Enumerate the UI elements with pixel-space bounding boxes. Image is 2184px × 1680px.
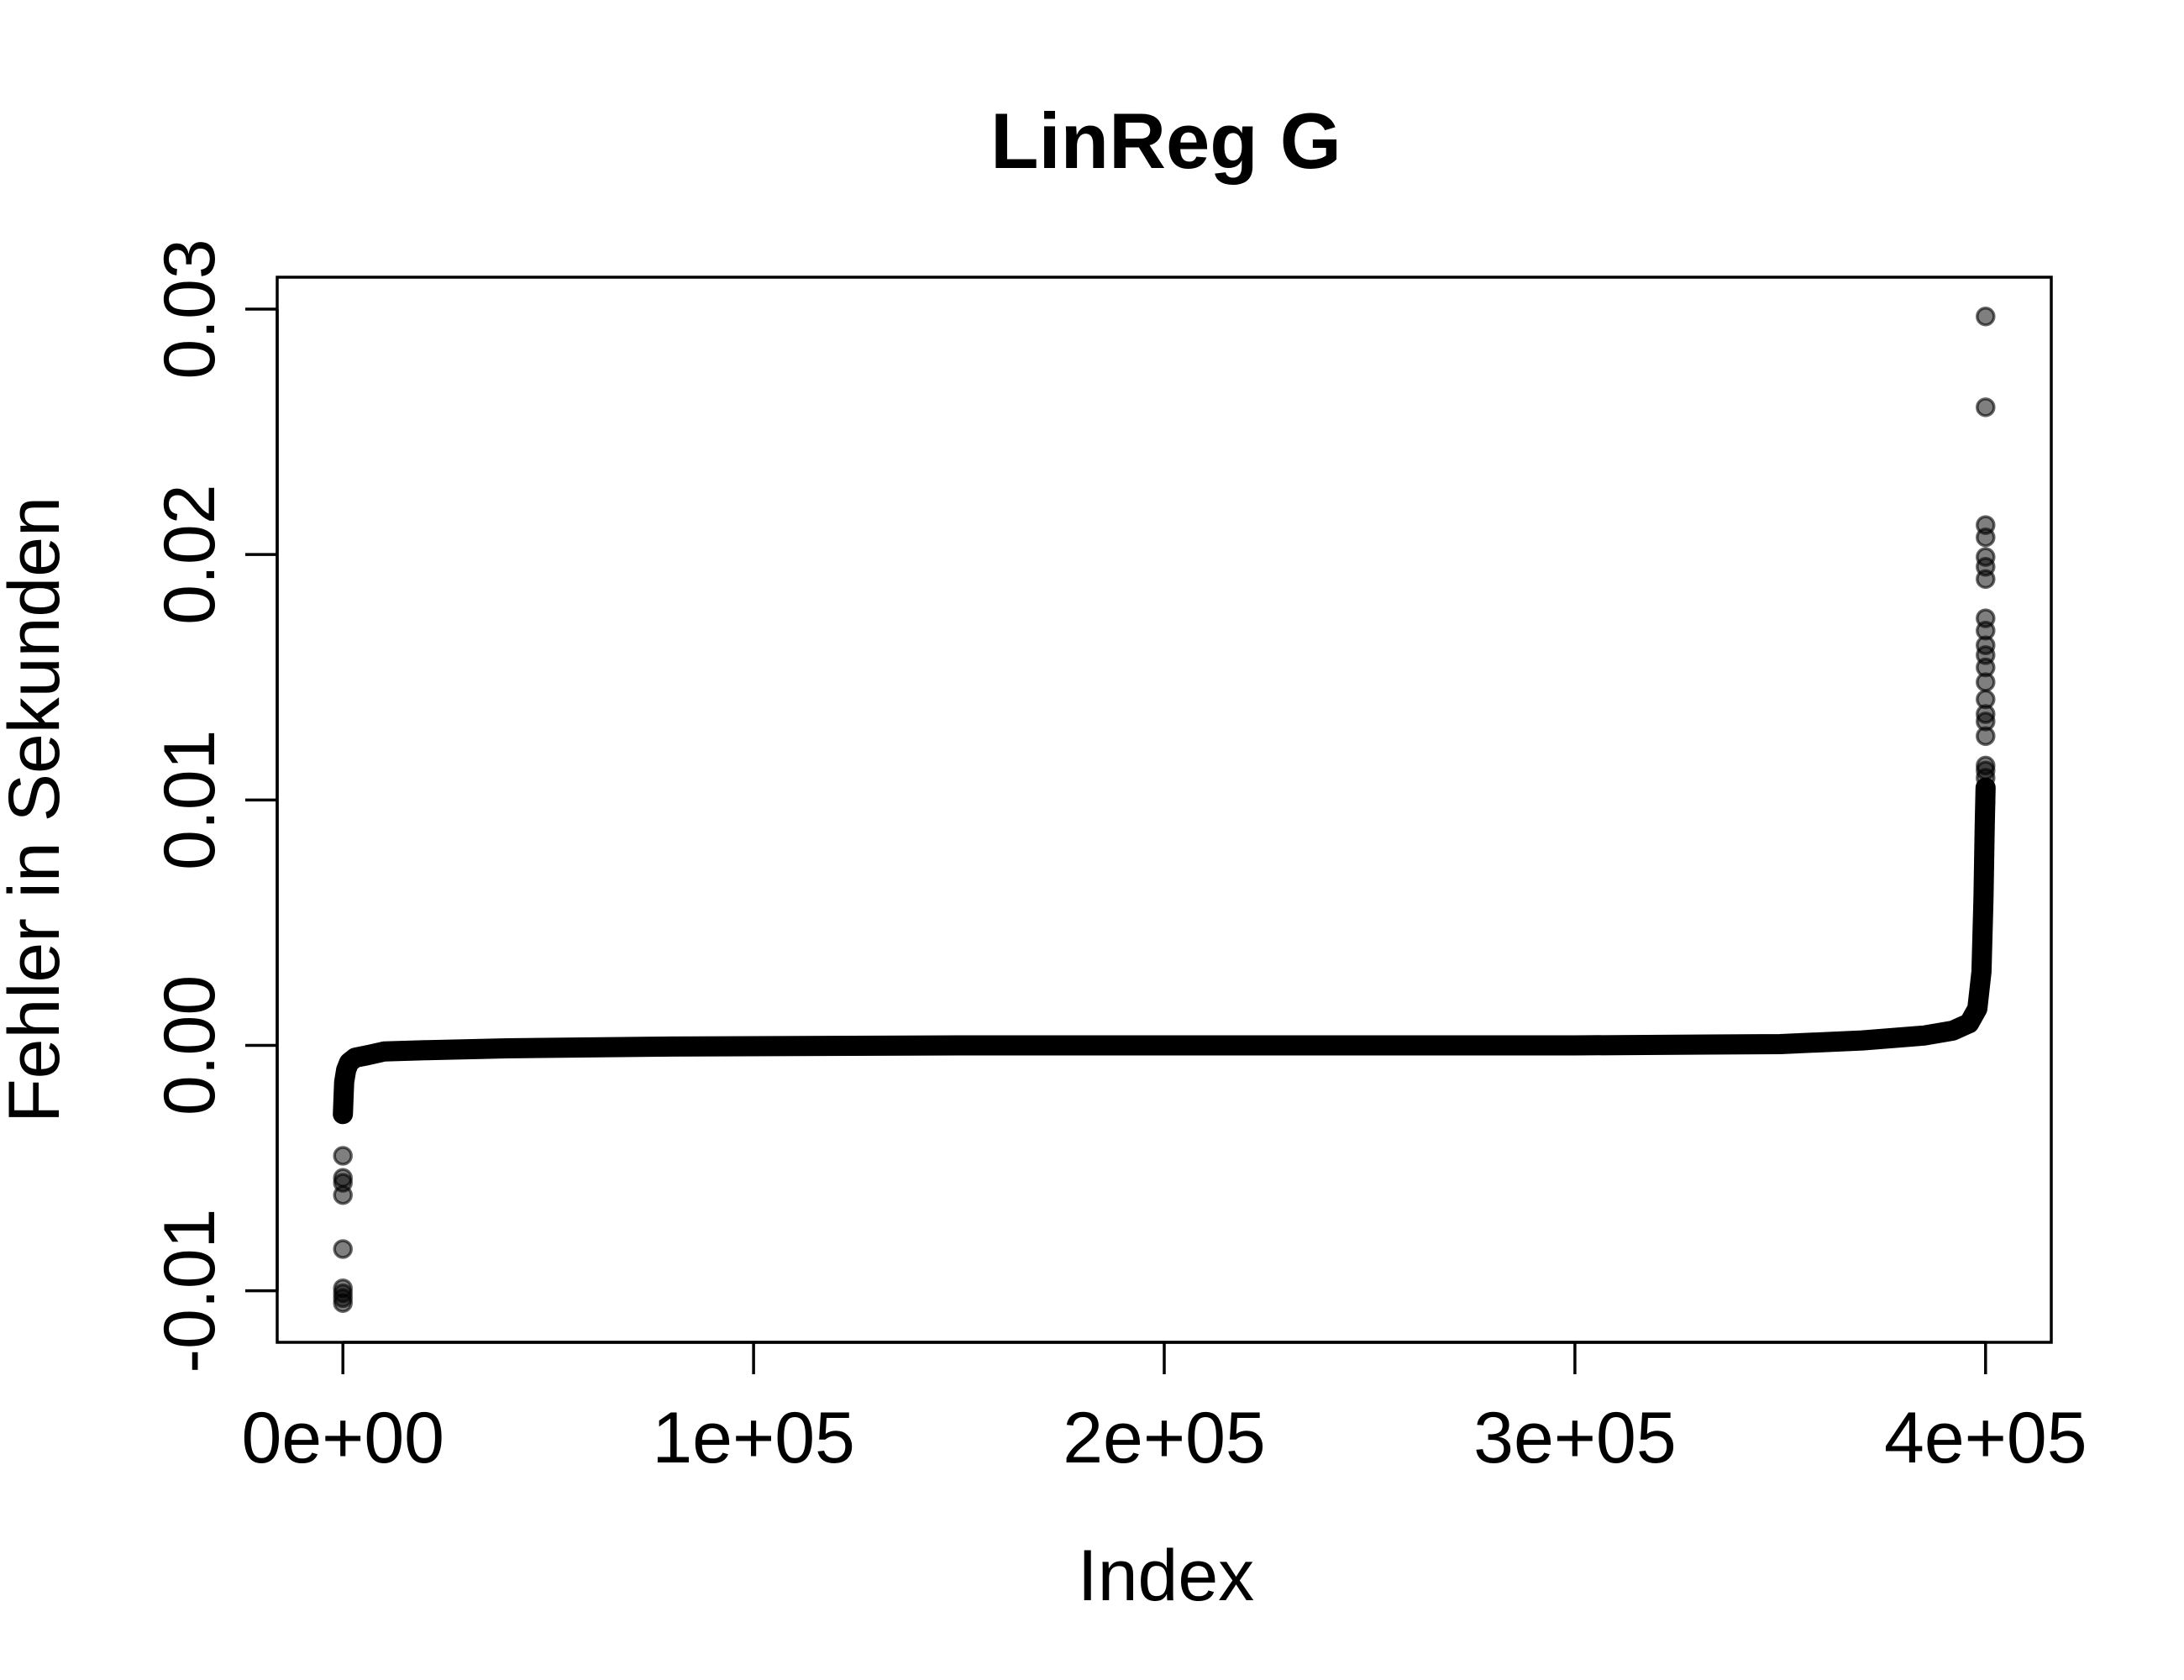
plot-frame bbox=[276, 276, 2053, 1344]
data-point bbox=[333, 1239, 353, 1259]
y-axis-label: Fehler in Sekunden bbox=[0, 496, 75, 1123]
data-point bbox=[333, 1293, 353, 1314]
y-tick-label: 0.03 bbox=[150, 239, 230, 379]
y-axis: -0.01 0.00 0.01 0.02 0.03 bbox=[150, 239, 279, 1373]
data-point bbox=[333, 1184, 353, 1205]
x-tick-label: 4e+05 bbox=[1884, 1398, 2087, 1478]
data-points bbox=[333, 306, 1996, 1314]
x-tick-label: 0e+00 bbox=[241, 1398, 444, 1478]
y-tick-label: 0.00 bbox=[150, 975, 230, 1116]
dense-points-series bbox=[333, 777, 1996, 1125]
y-tick-label: 0.01 bbox=[150, 730, 230, 870]
data-point bbox=[1976, 569, 1996, 590]
y-tick-label: -0.01 bbox=[150, 1209, 230, 1373]
data-point bbox=[1976, 306, 1996, 327]
x-tick-label: 2e+05 bbox=[1063, 1398, 1266, 1478]
data-point bbox=[1976, 726, 1996, 747]
y-tick-label: 0.02 bbox=[150, 484, 230, 624]
data-point bbox=[333, 1146, 353, 1166]
data-point bbox=[1976, 397, 1996, 417]
x-tick-label: 3e+05 bbox=[1473, 1398, 1677, 1478]
x-axis: 0e+00 1e+05 2e+05 3e+05 4e+05 bbox=[241, 1341, 2087, 1478]
data-point bbox=[1976, 527, 1996, 548]
x-tick-label: 1e+05 bbox=[652, 1398, 855, 1478]
data-point bbox=[1976, 792, 1996, 812]
data-point bbox=[1976, 672, 1996, 692]
chart-title: LinReg G bbox=[990, 97, 1341, 185]
x-axis-label: Index bbox=[1078, 1536, 1254, 1616]
